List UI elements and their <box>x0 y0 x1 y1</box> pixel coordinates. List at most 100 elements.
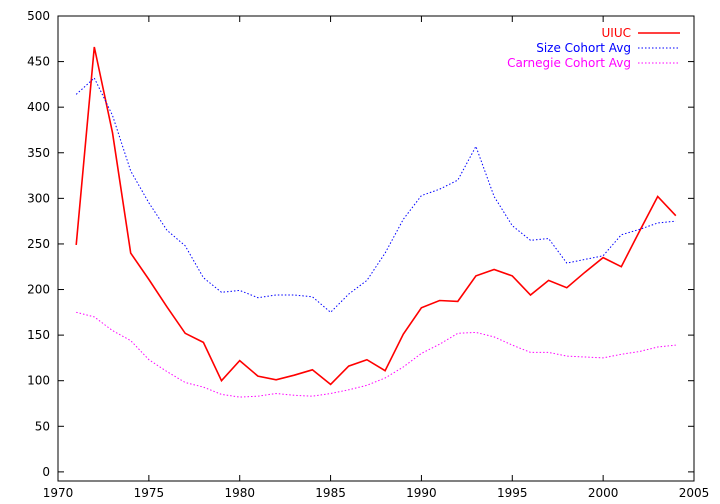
data-point <box>239 290 241 292</box>
data-point <box>548 352 550 354</box>
y-tick-label: 500 <box>27 9 50 23</box>
x-tick-label: 1975 <box>134 486 165 500</box>
data-point <box>112 330 114 332</box>
data-point <box>275 294 277 296</box>
data-point <box>403 366 405 368</box>
series-lines <box>75 46 677 398</box>
data-point <box>657 222 659 224</box>
data-point <box>312 296 314 298</box>
data-point <box>293 374 295 376</box>
data-point <box>530 352 532 354</box>
data-point <box>221 380 223 382</box>
data-point <box>348 389 350 391</box>
data-point <box>493 269 495 271</box>
x-tick-label: 1970 <box>43 486 74 500</box>
series-line-size-cohort-avg <box>75 77 676 313</box>
data-point <box>203 342 205 344</box>
data-point <box>257 297 259 299</box>
data-point <box>257 395 259 397</box>
data-point <box>403 219 405 221</box>
data-point <box>366 359 368 361</box>
data-point <box>584 271 586 273</box>
data-point <box>639 229 641 231</box>
data-point <box>348 293 350 295</box>
data-point <box>675 220 677 222</box>
data-point <box>293 294 295 296</box>
data-point <box>312 395 314 397</box>
data-point <box>384 370 386 372</box>
data-point <box>439 343 441 345</box>
data-point <box>439 188 441 190</box>
data-point <box>621 266 623 268</box>
data-point <box>602 357 604 359</box>
data-point <box>94 77 96 79</box>
data-point <box>475 146 477 148</box>
axis-ticks <box>57 15 695 481</box>
legend-label: UIUC <box>602 26 631 40</box>
data-point <box>602 255 604 257</box>
data-point <box>584 356 586 358</box>
legend-label: Size Cohort Avg <box>536 41 631 55</box>
data-point <box>675 344 677 346</box>
data-point <box>639 351 641 353</box>
data-point <box>221 292 223 294</box>
data-point <box>512 344 514 346</box>
data-point <box>512 225 514 227</box>
data-point <box>548 238 550 240</box>
data-point <box>148 202 150 204</box>
data-point <box>257 375 259 377</box>
y-tick-label: 400 <box>27 100 50 114</box>
y-tick-label: 0 <box>42 465 50 479</box>
data-point <box>475 332 477 334</box>
data-point <box>348 365 350 367</box>
data-point <box>203 386 205 388</box>
x-tick-label: 1985 <box>315 486 346 500</box>
plot-frame <box>57 15 695 482</box>
data-point <box>530 240 532 242</box>
y-tick-label: 100 <box>27 374 50 388</box>
data-point <box>657 196 659 198</box>
data-point <box>421 195 423 197</box>
data-point <box>330 312 332 314</box>
data-point <box>130 170 132 172</box>
data-point <box>184 382 186 384</box>
data-point <box>184 245 186 247</box>
legend-label: Carnegie Cohort Avg <box>507 56 631 70</box>
data-point <box>566 262 568 264</box>
y-tick-label: 200 <box>27 283 50 297</box>
series-line-carnegie-cohort-avg <box>76 311 676 398</box>
data-point <box>457 179 459 181</box>
data-point <box>657 346 659 348</box>
data-point <box>566 287 568 289</box>
data-point <box>221 394 223 396</box>
data-point <box>239 396 241 398</box>
data-point <box>148 279 150 281</box>
data-point <box>130 252 132 254</box>
data-point <box>184 333 186 335</box>
data-point <box>439 300 441 302</box>
data-point <box>94 46 96 48</box>
data-point <box>366 385 368 387</box>
data-point <box>530 294 532 296</box>
data-point <box>475 275 477 277</box>
data-point <box>403 333 405 335</box>
data-point <box>548 280 550 282</box>
data-point <box>166 306 168 308</box>
data-point <box>584 259 586 261</box>
y-tick-label: 150 <box>27 328 50 342</box>
x-tick-labels: 1970 1975 1980 1985 1990 1995 2000 2005 <box>43 486 710 500</box>
data-point <box>330 384 332 386</box>
data-point <box>330 393 332 395</box>
data-point <box>112 132 114 134</box>
data-point <box>493 196 495 198</box>
data-point <box>293 395 295 397</box>
y-tick-labels: 0 50 100 150 200 250 300 350 400 450 500 <box>27 9 50 479</box>
data-point <box>621 234 623 236</box>
data-point <box>493 336 495 338</box>
data-point <box>384 252 386 254</box>
data-point <box>457 333 459 335</box>
data-point <box>239 360 241 362</box>
data-point <box>675 215 677 217</box>
data-point <box>639 230 641 232</box>
data-point <box>75 244 77 246</box>
